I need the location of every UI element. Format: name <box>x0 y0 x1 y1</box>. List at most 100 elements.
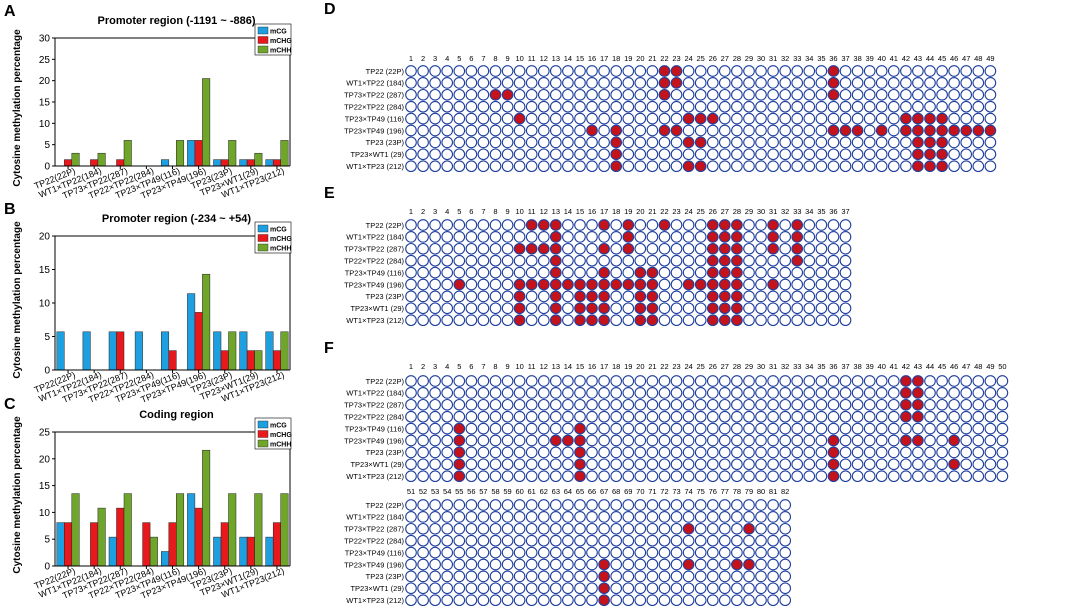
unmethylated-site <box>489 387 502 399</box>
unmethylated-site <box>803 219 816 231</box>
unmethylated-site <box>598 546 610 559</box>
unmethylated-site <box>417 65 429 77</box>
cpg-position-label: 23 <box>672 207 680 216</box>
unmethylated-site <box>537 511 550 523</box>
unmethylated-site <box>622 398 635 411</box>
unmethylated-site <box>767 100 779 113</box>
unmethylated-site <box>405 558 417 571</box>
unmethylated-site <box>453 375 466 387</box>
unmethylated-site <box>827 290 840 303</box>
unmethylated-site <box>610 522 623 535</box>
unmethylated-site <box>537 375 550 387</box>
unmethylated-site <box>960 434 973 447</box>
unmethylated-site <box>429 242 441 255</box>
unmethylated-site <box>803 375 816 387</box>
unmethylated-site <box>755 522 767 535</box>
unmethylated-site <box>743 65 755 77</box>
cpg-position-label: 51 <box>407 487 415 496</box>
unmethylated-site <box>863 65 876 77</box>
unmethylated-site <box>429 582 441 595</box>
unmethylated-site <box>851 136 864 149</box>
unmethylated-site <box>489 582 502 595</box>
unmethylated-site <box>549 570 562 583</box>
unmethylated-site <box>525 470 538 483</box>
methylated-site <box>598 582 610 595</box>
unmethylated-site <box>851 422 864 435</box>
unmethylated-site <box>972 375 985 387</box>
sample-label: TP23×TP49 (116) <box>345 268 405 277</box>
unmethylated-site <box>598 522 610 535</box>
bar-mchg-2 <box>116 159 125 167</box>
unmethylated-site <box>562 112 574 125</box>
cpg-position-label: 13 <box>552 54 560 63</box>
unmethylated-site <box>755 470 767 483</box>
unmethylated-site <box>875 112 888 125</box>
unmethylated-site <box>851 458 864 471</box>
unmethylated-site <box>851 77 864 89</box>
unmethylated-site <box>670 375 683 387</box>
unmethylated-site <box>586 231 598 243</box>
unmethylated-site <box>827 254 840 267</box>
unmethylated-site <box>525 290 538 303</box>
unmethylated-site <box>839 88 852 101</box>
bar-mchh-5 <box>202 273 211 371</box>
legend-label-mcg: mCG <box>270 29 287 36</box>
cpg-position-label: 68 <box>612 487 620 496</box>
unmethylated-site <box>489 112 502 125</box>
unmethylated-site <box>743 88 755 101</box>
unmethylated-site <box>598 499 610 511</box>
unmethylated-site <box>731 499 743 511</box>
unmethylated-site <box>839 231 852 243</box>
unmethylated-site <box>682 387 695 399</box>
unmethylated-site <box>694 594 707 607</box>
unmethylated-site <box>670 470 683 483</box>
cpg-position-label: 43 <box>914 362 922 371</box>
unmethylated-site <box>839 160 852 173</box>
unmethylated-site <box>622 546 635 559</box>
unmethylated-site <box>670 546 683 559</box>
unmethylated-site <box>549 534 562 547</box>
unmethylated-site <box>441 511 454 523</box>
y-tick-label: 5 <box>44 140 50 151</box>
unmethylated-site <box>477 570 490 583</box>
unmethylated-site <box>851 88 864 101</box>
unmethylated-site <box>646 242 659 255</box>
methylated-site <box>900 410 912 423</box>
unmethylated-site <box>622 582 635 595</box>
unmethylated-site <box>731 398 743 411</box>
panel-letter: B <box>4 201 16 218</box>
unmethylated-site <box>477 499 490 511</box>
sample-label: TP23×WT1 (29) <box>350 460 404 469</box>
unmethylated-site <box>948 77 960 89</box>
unmethylated-site <box>960 160 973 173</box>
unmethylated-site <box>875 446 888 459</box>
methylated-site <box>525 219 538 231</box>
unmethylated-site <box>634 148 647 161</box>
unmethylated-site <box>537 124 550 137</box>
unmethylated-site <box>513 219 526 231</box>
unmethylated-site <box>622 112 635 125</box>
sample-label: TP23 (23P) <box>366 138 405 147</box>
methylated-site <box>851 124 864 137</box>
cpg-position-label: 75 <box>697 487 705 496</box>
methylated-site <box>767 242 779 255</box>
bar-mchg-1 <box>90 159 99 167</box>
unmethylated-site <box>936 77 948 89</box>
unmethylated-site <box>682 124 695 137</box>
unmethylated-site <box>634 375 647 387</box>
cpg-position-label: 49 <box>986 362 994 371</box>
unmethylated-site <box>875 77 888 89</box>
unmethylated-site <box>984 375 997 387</box>
cpg-position-label: 15 <box>576 54 584 63</box>
unmethylated-site <box>887 77 900 89</box>
unmethylated-site <box>429 446 441 459</box>
unmethylated-site <box>972 148 985 161</box>
unmethylated-site <box>755 136 767 149</box>
cpg-position-label: 42 <box>902 54 910 63</box>
unmethylated-site <box>718 458 731 471</box>
unmethylated-site <box>694 470 707 483</box>
unmethylated-site <box>936 88 948 101</box>
unmethylated-site <box>936 387 948 399</box>
unmethylated-site <box>525 434 538 447</box>
